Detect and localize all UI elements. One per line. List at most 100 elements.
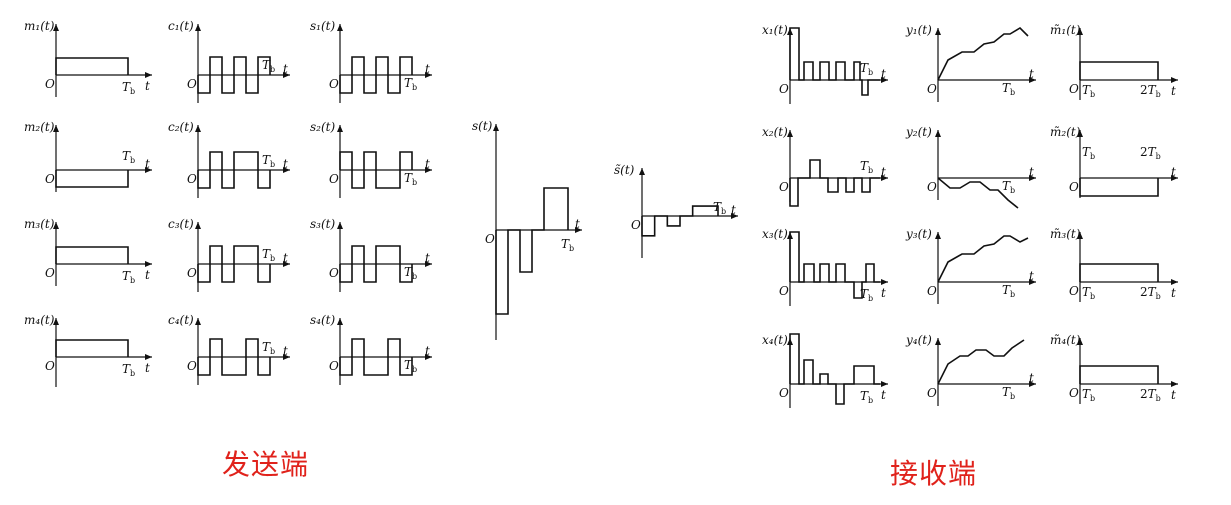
- period-label: Tb: [404, 171, 417, 187]
- time-label: t: [425, 62, 430, 76]
- x-axis-arrow: [731, 213, 738, 219]
- spread-plot-2: s₂(t) Ot Tb: [310, 120, 432, 198]
- waveform: [789, 333, 880, 405]
- x-axis-arrow: [1029, 175, 1036, 181]
- period-label: Tb: [713, 200, 726, 216]
- code-plot-1: c₁(t) Ot Tb: [168, 19, 290, 103]
- x-axis-arrow: [145, 354, 152, 360]
- signal-label: m̃₂(t): [1050, 125, 1081, 139]
- waveform: [55, 57, 129, 75]
- despread-plot-3: x₃(t) O t Tb: [762, 227, 888, 306]
- transmitter-caption: 发送端: [222, 448, 310, 481]
- time-label: t: [283, 62, 288, 76]
- x-axis-arrow: [881, 175, 888, 181]
- y-axis-arrow: [337, 125, 343, 132]
- message-plot-4: m₄(t) O t Tb: [24, 313, 152, 387]
- y-axis-arrow: [935, 28, 941, 35]
- time-label: t: [425, 157, 430, 171]
- waveform: [55, 170, 129, 188]
- y-axis-arrow: [935, 338, 941, 345]
- period-label: Tb: [1082, 387, 1095, 403]
- origin-label: O: [329, 77, 339, 91]
- period-label: Tb: [1002, 81, 1015, 97]
- y-axis-arrow: [195, 24, 201, 31]
- origin-label: O: [187, 172, 197, 186]
- despread-plot-4: x₄(t) O t Tb: [762, 333, 888, 408]
- period-label: Tb: [404, 358, 417, 374]
- x-axis-arrow: [1029, 381, 1036, 387]
- despread-plot-2: x₂(t) Ot Tb: [762, 125, 888, 207]
- x-axis-arrow: [1171, 77, 1178, 83]
- origin-label: O: [329, 172, 339, 186]
- x-axis-arrow: [283, 72, 290, 78]
- signal-label: c₂(t): [168, 120, 194, 134]
- period-label: Tb: [404, 265, 417, 281]
- double-period-label: 2Tb: [1140, 83, 1161, 99]
- y-axis-arrow: [337, 222, 343, 229]
- origin-label: O: [45, 359, 55, 373]
- period-label: Tb: [860, 61, 873, 77]
- estimate-plot-4: m̃₄(t) O t Tb 2Tb: [1050, 333, 1178, 404]
- y-axis-arrow: [1077, 28, 1083, 35]
- waveform: [937, 177, 1019, 209]
- signal-label: s₄(t): [310, 313, 335, 327]
- message-plot-1: m₁(t) O t Tb: [24, 19, 152, 97]
- waveform: [495, 187, 569, 315]
- origin-label: O: [927, 82, 937, 96]
- y-axis-arrow: [1077, 338, 1083, 345]
- period-label: Tb: [1002, 385, 1015, 401]
- waveform: [937, 235, 1029, 283]
- x-axis-arrow: [425, 354, 432, 360]
- waveform: [937, 339, 1025, 385]
- time-label: t: [731, 203, 736, 217]
- period-label: Tb: [1002, 283, 1015, 299]
- waveform: [55, 339, 129, 357]
- signal-label: c₃(t): [168, 217, 194, 231]
- y-axis-arrow: [337, 24, 343, 31]
- period-label: Tb: [860, 159, 873, 175]
- y-axis-arrow: [53, 318, 59, 325]
- origin-label: O: [779, 284, 789, 298]
- time-label: t: [145, 79, 150, 93]
- waveform: [1079, 365, 1159, 384]
- signal-label: x₄(t): [762, 333, 788, 347]
- time-label: t: [1029, 269, 1034, 283]
- x-axis-arrow: [145, 261, 152, 267]
- period-label: Tb: [262, 58, 275, 74]
- origin-label: O: [1069, 386, 1079, 400]
- signal-label: s(t): [472, 119, 493, 133]
- integrator-plot-4: y₄(t) Ot Tb: [905, 333, 1036, 406]
- signal-label: m₂(t): [24, 120, 55, 134]
- x-axis-arrow: [1029, 279, 1036, 285]
- waveform: [1079, 263, 1159, 282]
- integrator-plot-2: y₂(t) Ot Tb: [905, 125, 1036, 209]
- waveform: [197, 245, 271, 283]
- origin-label: O: [187, 77, 197, 91]
- signal-label: m₁(t): [24, 19, 55, 33]
- integrator-plot-1: y₁(t) Ot Tb: [905, 23, 1036, 102]
- y-axis-arrow: [935, 232, 941, 239]
- signal-label: m₄(t): [24, 313, 55, 327]
- origin-label: O: [329, 266, 339, 280]
- waveform: [1079, 61, 1159, 80]
- signal-label: x₂(t): [762, 125, 788, 139]
- integrator-plot-3: y₃(t) Ot Tb: [905, 227, 1036, 304]
- waveform: [789, 159, 880, 207]
- period-label: Tb: [122, 362, 135, 378]
- x-axis-arrow: [1029, 77, 1036, 83]
- signal-label: y₁(t): [905, 23, 932, 37]
- origin-label: O: [45, 266, 55, 280]
- signal-label: s₁(t): [310, 19, 335, 33]
- x-axis-arrow: [425, 261, 432, 267]
- origin-label: O: [45, 172, 55, 186]
- spread-plot-3: s₃(t) Ot Tb: [310, 217, 432, 292]
- period-label: Tb: [1082, 83, 1095, 99]
- signal-label: m̃₃(t): [1050, 227, 1081, 241]
- period-label: Tb: [262, 247, 275, 263]
- x-axis-arrow: [145, 167, 152, 173]
- time-label: t: [1029, 165, 1034, 179]
- estimate-plot-3: m̃₃(t) O t Tb 2Tb: [1050, 227, 1178, 302]
- time-label: t: [425, 344, 430, 358]
- time-label: t: [283, 251, 288, 265]
